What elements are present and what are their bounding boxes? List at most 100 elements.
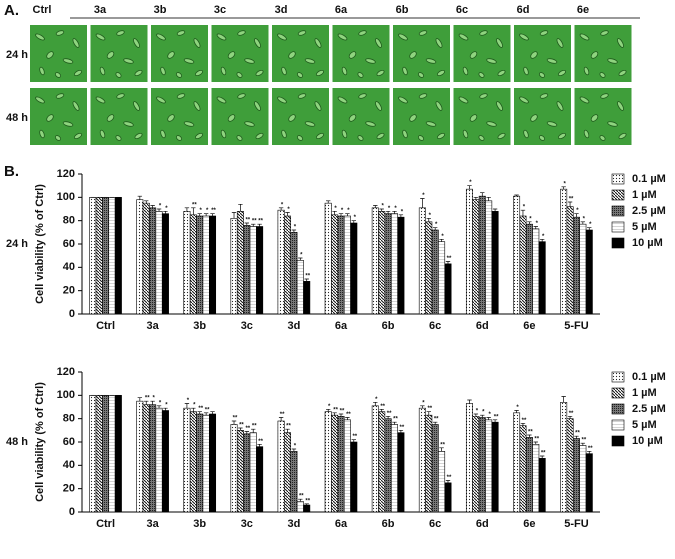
bar: [566, 206, 574, 315]
bar: [491, 211, 499, 315]
x-tick-label: 3d: [287, 320, 300, 332]
significance-mark: **: [205, 407, 210, 413]
column-label: 3b: [154, 4, 167, 16]
error-bar: [298, 257, 303, 261]
bar: [324, 411, 332, 513]
error-bar: [210, 213, 215, 216]
error-bar: [326, 408, 331, 412]
error-bar: [527, 434, 532, 438]
error-bar: [332, 412, 337, 416]
significance-mark: **: [299, 494, 304, 500]
significance-mark: *: [287, 207, 290, 213]
bar: [183, 211, 191, 315]
y-tick-label: 60: [63, 238, 75, 250]
error-bar: [580, 221, 586, 225]
x-tick-label: 6a: [335, 518, 348, 530]
x-tick-label: 3a: [147, 320, 160, 332]
significance-mark: *: [388, 206, 391, 212]
significance-mark: *: [152, 396, 155, 402]
significance-mark: *: [300, 253, 303, 259]
bar: [491, 421, 499, 513]
x-tick-label: 3c: [241, 320, 253, 332]
significance-mark: *: [516, 405, 519, 411]
significance-mark: *: [354, 215, 357, 221]
bar: [444, 482, 452, 513]
error-bar: [420, 198, 425, 208]
error-bar: [486, 417, 491, 420]
error-bar: [137, 195, 143, 200]
bar: [418, 407, 426, 513]
bar: [472, 416, 480, 513]
error-bar: [231, 212, 237, 219]
significance-mark: **: [494, 414, 499, 420]
bar: [256, 226, 264, 315]
bar: [371, 405, 379, 513]
significance-mark: **: [569, 197, 574, 203]
bar: [149, 207, 157, 315]
x-tick-label: 5-FU: [564, 518, 589, 530]
error-bar: [398, 214, 404, 218]
panel-label: A.: [4, 2, 19, 19]
error-bar: [473, 196, 479, 200]
error-bar: [184, 207, 190, 212]
x-tick-label: 3b: [193, 320, 206, 332]
error-bar: [210, 411, 215, 414]
bar: [397, 216, 405, 315]
bar: [95, 197, 103, 315]
legend-label: 2.5 µM: [632, 403, 666, 415]
x-tick-label: 6b: [382, 320, 395, 332]
error-bar: [197, 213, 202, 216]
y-tick-label: 60: [63, 436, 75, 448]
bar: [425, 414, 433, 513]
x-tick-label: 6c: [429, 320, 441, 332]
legend-label: 1 µM: [632, 189, 657, 201]
significance-mark: *: [576, 208, 579, 214]
significance-mark: **: [252, 424, 257, 430]
error-bar: [480, 192, 485, 197]
error-bar: [163, 407, 168, 411]
significance-mark: **: [427, 406, 432, 412]
error-bar: [163, 210, 168, 214]
error-bar: [150, 400, 155, 405]
error-bar: [251, 428, 256, 433]
significance-mark: *: [347, 208, 350, 214]
x-tick-label: 6e: [523, 518, 535, 530]
error-bar: [539, 238, 545, 242]
bar: [371, 207, 379, 315]
bar: [256, 446, 264, 513]
bar: [209, 215, 217, 315]
significance-mark: *: [328, 404, 331, 410]
bar: [155, 211, 163, 315]
legend-label: 10 µM: [632, 435, 663, 447]
column-label: 3c: [214, 4, 226, 16]
legend-swatch: [611, 387, 625, 399]
error-bar: [567, 201, 573, 207]
bar: [296, 501, 304, 513]
significance-mark: *: [294, 225, 297, 231]
error-bar: [520, 209, 526, 216]
error-bar: [561, 396, 566, 403]
bar: [384, 213, 392, 315]
error-bar: [197, 411, 202, 414]
significance-mark: *: [165, 403, 168, 409]
significance-mark: *: [489, 412, 492, 418]
x-tick-label: 3a: [147, 518, 160, 530]
y-axis-title: Cell viability (% of Ctrl): [34, 184, 46, 304]
bar: [303, 504, 311, 513]
legend-label: 0.1 µM: [632, 371, 666, 383]
error-bar: [492, 419, 498, 423]
significance-mark: *: [159, 204, 162, 210]
significance-mark: *: [482, 410, 485, 416]
significance-mark: *: [281, 202, 284, 208]
error-bar: [203, 412, 209, 416]
error-bar: [191, 407, 196, 412]
error-bar: [345, 417, 350, 420]
significance-mark: **: [400, 425, 405, 431]
significance-mark: *: [206, 208, 209, 214]
error-bar: [533, 226, 538, 229]
significance-mark: **: [447, 256, 452, 262]
legend-label: 0.1 µM: [632, 173, 666, 185]
error-bar: [351, 220, 356, 223]
error-bar: [257, 223, 262, 227]
